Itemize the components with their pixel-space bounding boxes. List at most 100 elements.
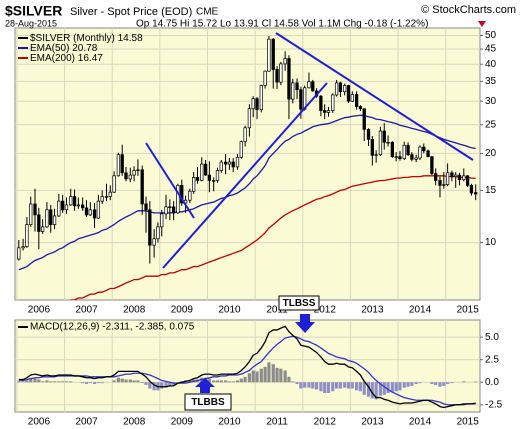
histogram-bar [406, 382, 410, 387]
histogram-bar [251, 370, 255, 383]
x-tick-label: 2010 [218, 417, 241, 428]
candle-body [323, 110, 327, 113]
candle-body [112, 175, 116, 193]
legend-value: 14.58 [118, 33, 143, 44]
histogram-bar [116, 377, 120, 383]
candle-body [243, 127, 247, 143]
candle-body [104, 196, 109, 198]
x-tick-label: 2014 [409, 305, 432, 316]
candle-body [275, 69, 279, 83]
candle-body [195, 177, 200, 181]
trend-line [145, 142, 195, 219]
legend-name: EMA(200) [30, 53, 75, 64]
exchange: CME [196, 7, 219, 18]
candle-body [88, 209, 92, 216]
y-tick-label: 2.5 [485, 354, 499, 365]
candle-body [346, 85, 351, 102]
histogram-bar [148, 382, 152, 389]
x-tick-label: 2008 [123, 305, 146, 316]
candle-body [152, 238, 156, 246]
histogram-bar [100, 382, 104, 384]
line-series [18, 114, 476, 271]
candle-body [160, 213, 164, 228]
x-tick-label: 2006 [28, 417, 51, 428]
candle-body [124, 172, 128, 180]
histogram-bar [366, 382, 371, 397]
y-tick-label: 5.0 [485, 332, 499, 343]
x-tick-label: 2012 [314, 417, 337, 428]
histogram-bar [239, 378, 243, 383]
callout-box [278, 295, 320, 311]
candle-body [231, 161, 235, 168]
line-series [18, 335, 476, 406]
candle-body [350, 94, 354, 102]
histogram-bar [319, 382, 323, 392]
candle-body [235, 156, 240, 168]
candle-body [108, 191, 112, 197]
legend-name: $SILVER (Monthly) [30, 33, 115, 44]
legend-label: $SILVER (Monthly) 14.58 [30, 33, 143, 44]
candle-body [52, 215, 57, 225]
candle-body [410, 154, 414, 160]
candle-body [287, 58, 291, 100]
candle-body [370, 139, 374, 156]
line-series [18, 325, 476, 409]
trend-line [275, 32, 474, 161]
histogram-bar [307, 382, 311, 388]
y-tick-label: 40 [485, 59, 497, 70]
candle-body [366, 129, 371, 140]
histogram-bar [378, 382, 383, 396]
macd-legend: MACD(12,26,9) -2.311, -2.385, 0.075 [30, 322, 195, 333]
candle-body [72, 196, 77, 207]
histogram-bar [37, 379, 41, 383]
candle-body [382, 130, 386, 143]
candle-body [25, 224, 29, 247]
y-tick-label: 15 [485, 185, 497, 196]
legend-value: 20.78 [72, 43, 97, 54]
histogram-bar [287, 376, 291, 383]
candle-body [49, 209, 53, 225]
histogram-bar [314, 382, 319, 390]
candle-body [259, 85, 263, 110]
histogram-bar [144, 382, 148, 385]
histogram-bar [92, 382, 97, 385]
x-tick-label: 2006 [28, 305, 51, 316]
candle-body [398, 156, 402, 159]
histogram-bar [410, 382, 414, 386]
histogram-bar [390, 382, 394, 393]
histogram-bar [136, 380, 140, 383]
candle-body [283, 58, 287, 65]
candle-body [434, 173, 438, 181]
y-tick-label: 25 [485, 119, 497, 130]
histogram-bar [235, 380, 240, 383]
symbol: $SILVER [5, 3, 62, 19]
candle-body [430, 156, 434, 174]
histogram-bar [263, 366, 267, 383]
candle-body [64, 204, 69, 211]
candle-body [267, 38, 271, 72]
histogram-bar [168, 382, 172, 386]
candle-body [418, 146, 422, 159]
candle-body [247, 108, 252, 129]
histogram-bar [331, 382, 335, 392]
candle-body [148, 209, 152, 246]
candle-body [144, 203, 148, 211]
candle-body [462, 175, 466, 181]
candle-body [438, 180, 442, 186]
histogram-bar [164, 382, 168, 388]
y-tick-label: 0.0 [485, 377, 499, 388]
histogram-bar [255, 371, 259, 383]
candle-body [33, 203, 37, 216]
candle-body [457, 174, 462, 181]
subtitle: Silver - Spot Price (EOD) [70, 6, 192, 18]
histogram-bar [291, 381, 295, 383]
candle-body [307, 81, 311, 89]
candle-body [299, 89, 303, 110]
callout-arrow [295, 314, 315, 333]
histogram-bar [57, 381, 61, 383]
histogram-bar [243, 376, 247, 383]
x-tick-label: 2007 [75, 417, 98, 428]
candle-body [164, 206, 168, 215]
candle-body [255, 98, 259, 110]
